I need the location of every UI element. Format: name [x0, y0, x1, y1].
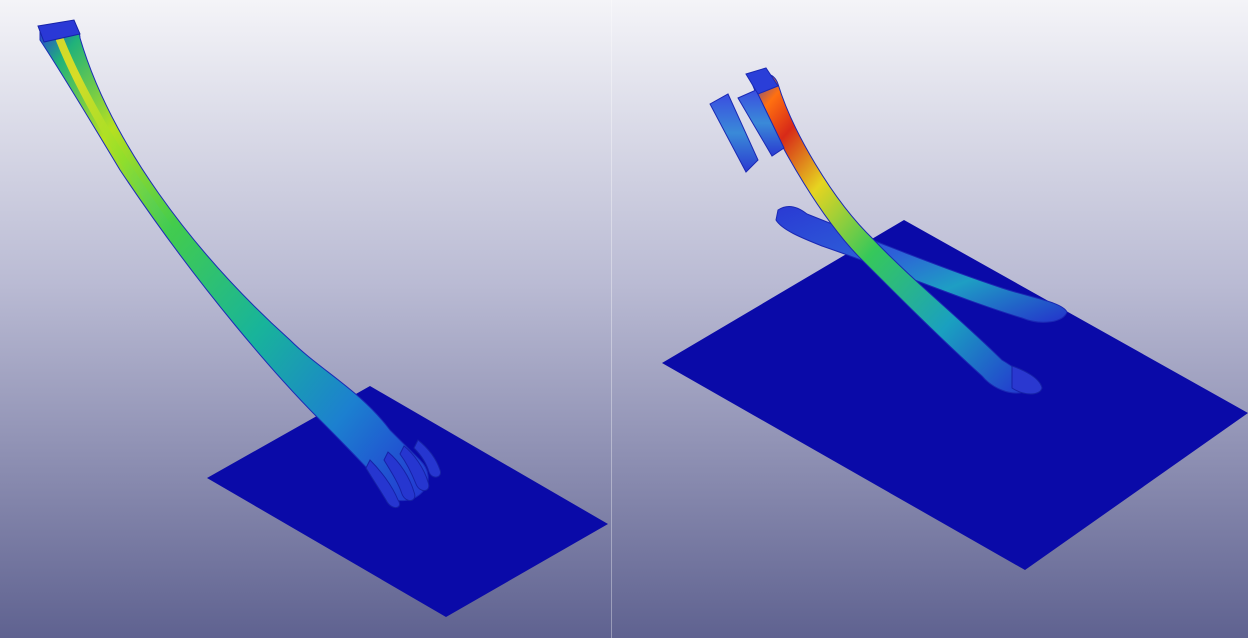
- bone-proximal-end: [37, 19, 81, 43]
- bone-shaft: [39, 26, 429, 502]
- left-scene: [0, 0, 612, 638]
- bone-distal-end: [1011, 365, 1043, 395]
- fragment-1: [709, 93, 759, 173]
- fractured-bone-model[interactable]: [709, 67, 1068, 395]
- viewport-left[interactable]: [0, 0, 612, 638]
- right-scene: [612, 0, 1248, 638]
- bone-distal-end: [365, 439, 442, 508]
- bone-fragments: [709, 67, 785, 173]
- base-plate: [662, 220, 1248, 570]
- base-plate: [207, 386, 608, 617]
- bone-model[interactable]: [37, 19, 442, 508]
- fragment-cap: [745, 67, 779, 95]
- viewport-right[interactable]: [612, 0, 1248, 638]
- fragment-2: [737, 89, 785, 157]
- viewport-divider[interactable]: [611, 0, 612, 638]
- stress-band: [56, 36, 274, 344]
